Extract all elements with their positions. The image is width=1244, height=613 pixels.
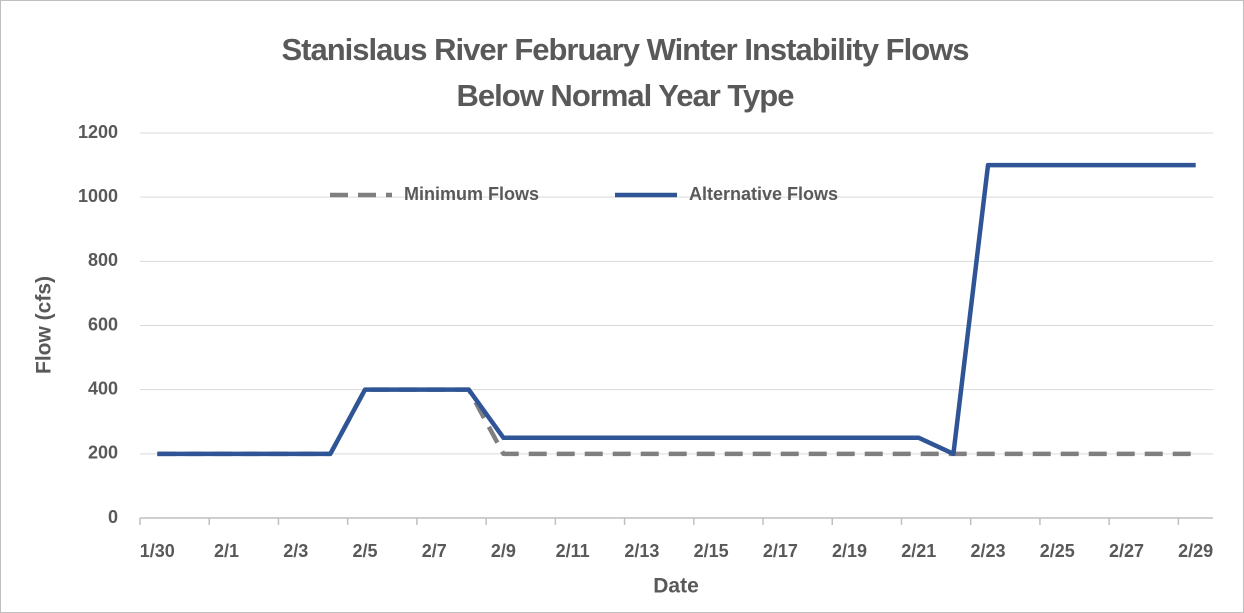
series-line	[157, 162, 1196, 457]
legend-label: Minimum Flows	[404, 184, 539, 204]
x-tick-label: 2/13	[624, 541, 659, 561]
chart-subtitle: Below Normal Year Type	[457, 78, 795, 113]
x-tick-label: 2/23	[970, 541, 1005, 561]
legend-label: Alternative Flows	[689, 184, 838, 204]
y-axis-label: Flow (cfs)	[33, 276, 56, 374]
x-tick-label: 2/19	[832, 541, 867, 561]
x-tick-label: 1/30	[140, 541, 175, 561]
x-tick-label: 2/1	[214, 541, 239, 561]
x-tick-label: 2/29	[1178, 541, 1213, 561]
y-tick-label: 1000	[78, 186, 118, 206]
x-tick-label: 2/5	[352, 541, 377, 561]
chart-title: Stanislaus River February Winter Instabi…	[281, 32, 968, 67]
x-tick-label: 2/3	[283, 541, 308, 561]
x-tick-label: 2/11	[556, 541, 590, 561]
x-axis-label: Date	[653, 575, 699, 598]
x-tick-label: 2/25	[1040, 541, 1075, 561]
y-tick-label: 1200	[78, 122, 118, 142]
y-tick-label: 0	[108, 507, 118, 527]
y-tick-label: 800	[88, 250, 118, 270]
x-tick-label: 2/17	[763, 541, 798, 561]
x-tick-label: 2/27	[1109, 541, 1144, 561]
y-tick-label: 200	[88, 443, 118, 463]
x-tick-label: 2/7	[422, 541, 447, 561]
y-tick-label: 400	[88, 378, 118, 398]
x-tick-label: 2/9	[491, 541, 516, 561]
x-tick-label: 2/21	[901, 541, 936, 561]
y-tick-label: 600	[88, 314, 118, 334]
x-tick-label: 2/15	[694, 541, 729, 561]
